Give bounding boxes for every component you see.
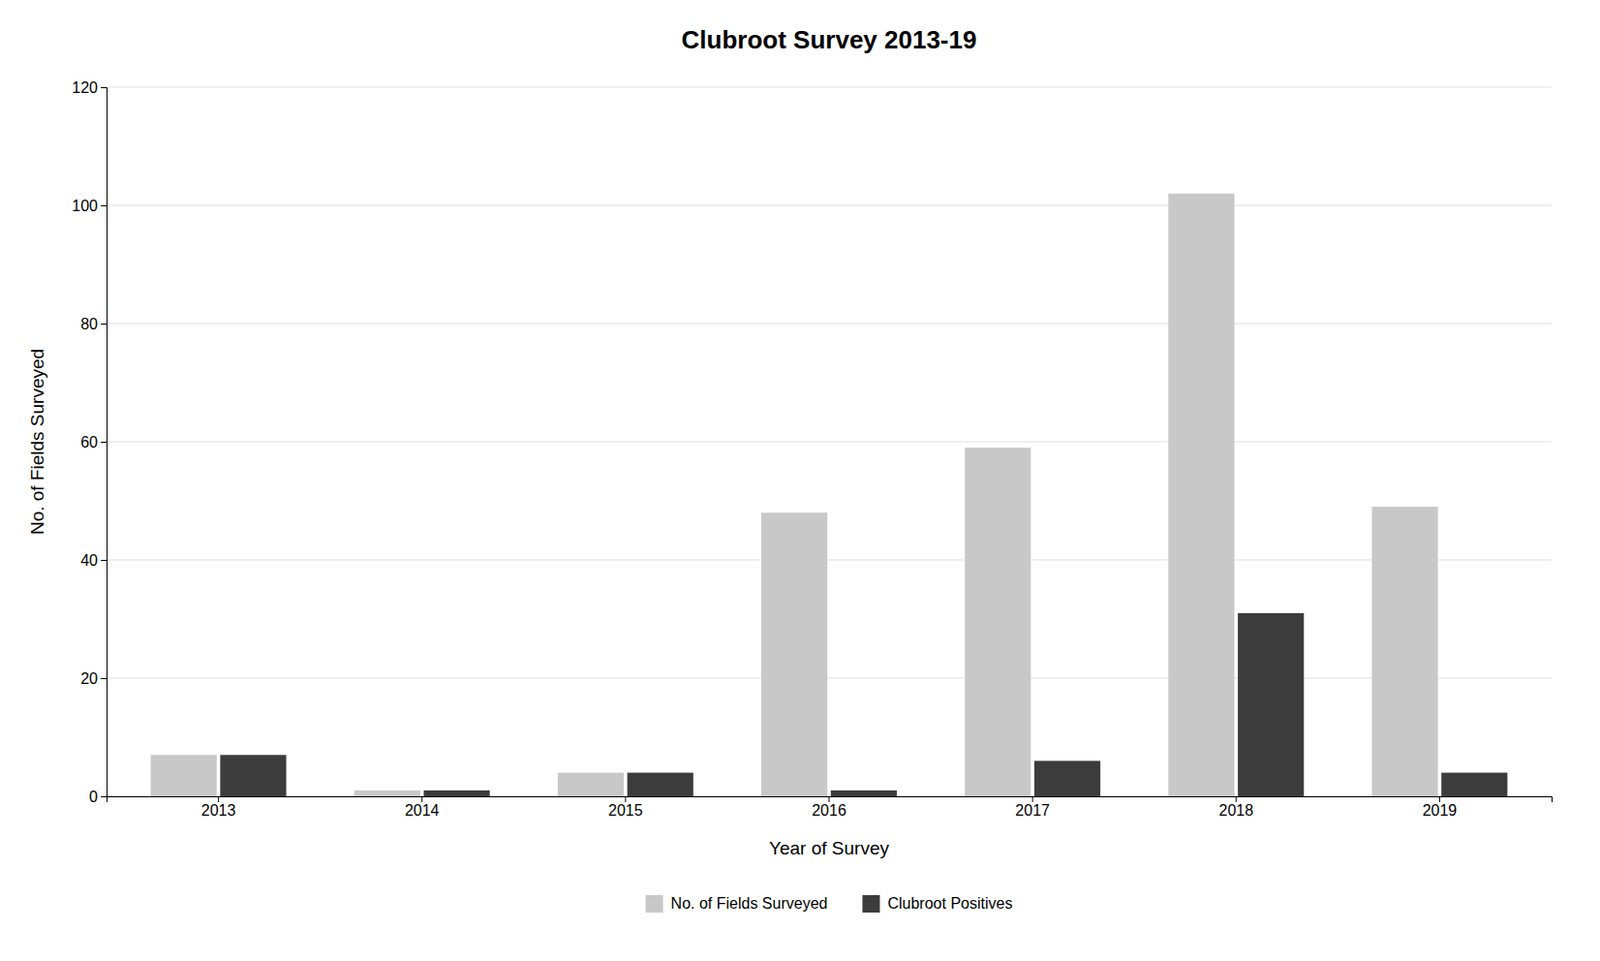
tick-label: 20 — [80, 670, 98, 687]
x-tick: 2013 — [201, 796, 237, 819]
legend-label: Clubroot Positives — [887, 894, 1013, 912]
tick-label: 120 — [71, 79, 98, 96]
bar — [964, 447, 1031, 797]
tick-label: 2016 — [811, 801, 847, 819]
tick-mark — [1439, 796, 1441, 802]
grid-line — [106, 87, 1552, 89]
x-tick: 2018 — [1218, 796, 1254, 819]
series — [219, 613, 1508, 797]
bar — [761, 512, 828, 797]
tick-label: 100 — [71, 197, 98, 215]
axis-line — [107, 797, 1553, 803]
grid-line — [106, 677, 1552, 679]
tick-mark — [624, 796, 626, 802]
plot: 2013 2014 2015 2016 2017 2018 2019 0 20 40 60 80 100… — [71, 79, 1552, 820]
bars — [151, 193, 1508, 797]
grid — [106, 87, 1552, 797]
y-tick: 60 — [80, 433, 107, 451]
grid-line — [106, 441, 1552, 443]
y-tick: 120 — [71, 79, 107, 96]
x-tick: 2015 — [608, 796, 644, 819]
y-tick: 80 — [80, 315, 107, 333]
tick-mark — [100, 441, 107, 443]
tick-mark — [100, 796, 107, 798]
chart: 2013 2014 2015 2016 2017 2018 2019 0 20 40 60 80 100… — [0, 0, 1600, 961]
tick-mark — [1235, 796, 1237, 802]
grid-line — [106, 205, 1552, 207]
tick-mark — [100, 677, 107, 679]
tick-mark — [100, 559, 107, 561]
tick-mark — [829, 796, 831, 802]
tick-mark — [100, 205, 107, 207]
series — [151, 193, 1439, 797]
y-tick: 20 — [80, 670, 107, 687]
bar — [1034, 760, 1101, 797]
tick-mark — [421, 796, 423, 802]
tick-label: 2014 — [404, 801, 440, 819]
tick-mark — [217, 796, 219, 802]
bar — [1237, 613, 1304, 797]
bar — [219, 754, 286, 797]
x-tick: 2014 — [404, 796, 440, 819]
tick-label: 2015 — [608, 801, 644, 819]
tick-mark — [100, 87, 107, 89]
x-tick: 2019 — [1422, 796, 1458, 819]
bar — [424, 790, 491, 797]
y-axis-title: No. of Fields Surveyed — [27, 348, 48, 535]
tick-label: 2019 — [1422, 801, 1458, 819]
y-tick: 100 — [71, 197, 107, 215]
title: Clubroot Survey 2013-19 — [681, 25, 978, 55]
bar — [1371, 506, 1438, 797]
x-axis: 2013 2014 2015 2016 2017 2018 2019 — [107, 796, 1553, 819]
tick-mark — [100, 323, 107, 325]
tick-mark — [1032, 796, 1034, 802]
bar — [627, 772, 694, 797]
bar — [557, 772, 624, 797]
bar — [1168, 193, 1234, 797]
tick-label: 2018 — [1218, 801, 1254, 819]
axis-line — [100, 88, 108, 798]
y-tick: 40 — [80, 552, 107, 569]
tick-label: 0 — [89, 788, 98, 805]
x-axis-title: Year of Survey — [769, 837, 890, 859]
grid-line — [106, 559, 1552, 561]
y-axis: 0 20 40 60 80 100 120 — [71, 79, 107, 805]
legend: No. of Fields Surveyed Clubroot Positives — [646, 894, 1014, 913]
legend-item: Clubroot Positives — [861, 894, 1013, 913]
legend-swatch — [861, 894, 880, 913]
x-tick: 2016 — [811, 796, 847, 819]
legend-swatch — [646, 894, 664, 913]
bar — [354, 790, 421, 797]
legend-item: No. of Fields Surveyed — [646, 894, 829, 913]
tick-label: 40 — [80, 552, 98, 569]
tick-label: 80 — [80, 315, 98, 333]
grid-line — [106, 323, 1552, 325]
legend-label: No. of Fields Surveyed — [671, 894, 829, 912]
bar — [151, 754, 217, 797]
bar — [1441, 772, 1508, 797]
tick-label: 2017 — [1015, 801, 1050, 819]
tick-label: 2013 — [201, 801, 237, 819]
tick-label: 60 — [80, 433, 98, 451]
x-tick: 2017 — [1015, 796, 1050, 819]
y-tick: 0 — [89, 788, 107, 805]
bar — [830, 790, 897, 797]
